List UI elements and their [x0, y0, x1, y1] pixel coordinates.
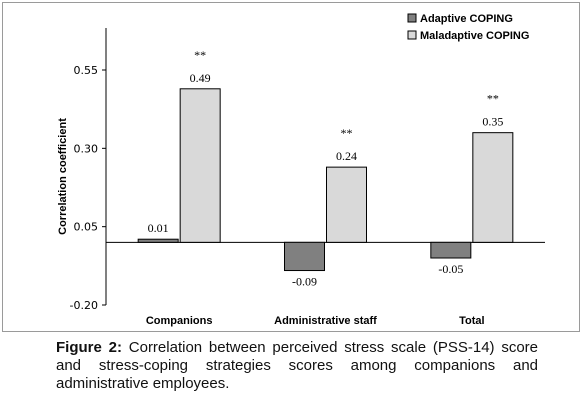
- bar-maladaptive: [179, 88, 221, 243]
- bar-chart: 0.55 0.30 0.05 -0.20 Correlation coefficient…: [57, 13, 545, 327]
- bar-maladaptive: [472, 132, 514, 243]
- figure-caption: Figure 2: Correlation between perceived …: [56, 339, 538, 393]
- bar-value-label: -0.09: [292, 275, 317, 289]
- legend-swatch-adaptive: [407, 13, 417, 23]
- legend-label-adaptive: Adaptive COPING: [420, 13, 513, 25]
- bar-value-label: -0.05: [438, 262, 463, 276]
- legend-label-maladaptive: Maladaptive COPING: [420, 30, 529, 42]
- caption-text: Correlation between perceived stress sca…: [56, 339, 539, 392]
- y-tick-label: -0.20: [70, 299, 98, 312]
- y-tick-label: 0.05: [74, 221, 99, 234]
- x-category-label: Total: [459, 315, 484, 327]
- y-tick-label: 0.30: [74, 142, 99, 155]
- bar-value-label: 0.35: [482, 115, 503, 129]
- significance-marker: **: [487, 92, 499, 106]
- significance-marker: **: [194, 48, 206, 62]
- x-category-label: Administrative staff: [274, 315, 377, 327]
- bar-maladaptive: [326, 166, 367, 243]
- y-tick-label: 0.55: [74, 64, 99, 77]
- legend-swatch-maladaptive: [407, 30, 417, 40]
- bar-adaptive: [284, 241, 325, 272]
- y-axis-title: Correlation coefficient: [57, 118, 69, 235]
- bar-value-label: 0.24: [336, 149, 357, 163]
- bar-value-label: 0.01: [148, 221, 169, 235]
- x-category-label: Companions: [146, 315, 213, 327]
- bar-value-label: 0.49: [190, 71, 211, 85]
- bar-adaptive: [137, 238, 179, 243]
- caption-label: Figure 2:: [56, 339, 122, 356]
- bar-adaptive: [430, 241, 472, 259]
- significance-marker: **: [341, 126, 353, 140]
